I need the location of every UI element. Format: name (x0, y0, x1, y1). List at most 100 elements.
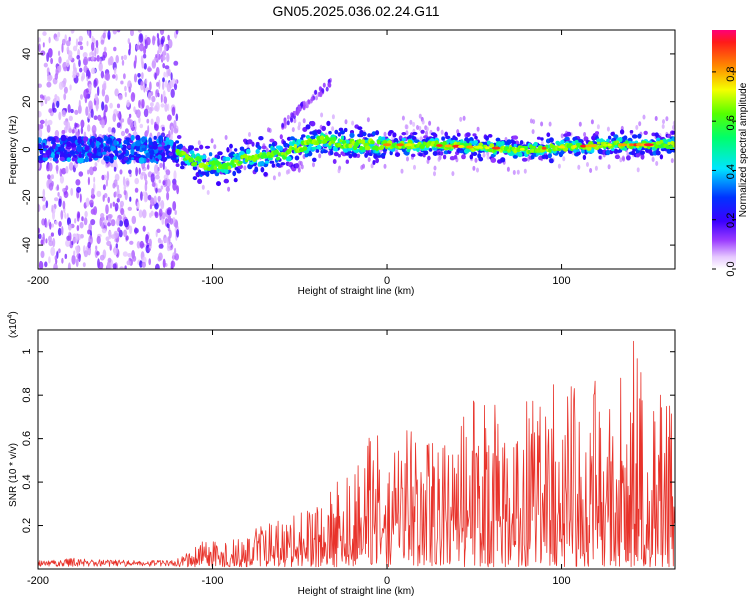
heatmap-cell (141, 171, 146, 176)
heatmap-cell (147, 92, 152, 101)
heatmap-cell (65, 59, 70, 68)
heatmap-cell (78, 99, 81, 110)
heatmap-cell (66, 141, 72, 147)
heatmap-cell (173, 170, 177, 181)
heatmap-cell (157, 50, 159, 60)
heatmap-cell (60, 147, 66, 152)
heatmap-cell (157, 166, 160, 172)
heatmap-cell (432, 151, 438, 156)
heatmap-cell (112, 263, 117, 269)
heatmap-cell (154, 72, 157, 80)
heatmap-cell (57, 65, 60, 71)
heatmap-cell (138, 33, 144, 43)
heatmap-cell (61, 257, 64, 264)
colorbar-ticks (712, 71, 736, 270)
heatmap-cell (116, 122, 121, 128)
snr-scale-exponent: 4 (7, 315, 14, 319)
heatmap-cell (42, 233, 45, 242)
heatmap-cell (52, 102, 55, 112)
figure-title: GN05.2025.036.02.24.G11 (272, 3, 439, 19)
heatmap-cell (412, 131, 418, 136)
heatmap-cell (98, 62, 103, 72)
heatmap-cell (367, 133, 372, 138)
heatmap-cell (63, 149, 67, 157)
heatmap-cell (345, 159, 349, 164)
heatmap-cell (319, 92, 323, 98)
heatmap-cell (80, 94, 83, 100)
heatmap-cell (294, 155, 300, 161)
heatmap-cell (279, 134, 283, 140)
heatmap-cell (423, 150, 429, 156)
heatmap-cell (42, 42, 45, 48)
heatmap-cell (293, 144, 297, 149)
heatmap-cell (149, 81, 152, 91)
heatmap-cell (75, 38, 79, 47)
heatmap-cell (47, 174, 51, 180)
heatmap-cell (529, 118, 533, 124)
heatmap-cell (67, 217, 71, 226)
heatmap-cell (375, 145, 379, 152)
heatmap-cell (418, 113, 422, 119)
snr-scale-base: (x10 (8, 318, 19, 338)
heatmap-cell (629, 143, 634, 147)
heatmap-cell (50, 152, 55, 158)
heatmap-cell (90, 141, 95, 149)
heatmap-cell (82, 262, 86, 268)
heatmap-cell (38, 83, 42, 88)
heatmap-cell (162, 258, 166, 268)
heatmap-cell (156, 32, 159, 39)
heatmap-cell (274, 149, 279, 155)
heatmap-cell (122, 251, 128, 257)
heatmap-cell (276, 162, 280, 167)
heatmap-cell (175, 113, 179, 122)
heatmap-cell (419, 136, 423, 142)
heatmap-cell (87, 249, 91, 255)
heatmap-cell (42, 139, 47, 143)
heatmap-cell (175, 30, 179, 35)
snr-ytick: 0.8 (21, 387, 33, 402)
heatmap-cell (672, 120, 675, 126)
heatmap-cell (50, 174, 55, 180)
heatmap-cell (189, 145, 194, 151)
heatmap-cell (136, 109, 141, 118)
heatmap-cell (123, 190, 127, 196)
heatmap-cell (261, 145, 267, 150)
heatmap-cell (154, 164, 159, 174)
heatmap-cell (50, 246, 56, 256)
heatmap-cell (107, 146, 112, 153)
heatmap-cell (43, 62, 48, 68)
heatmap-cell (157, 92, 160, 98)
heatmap-cell (40, 239, 44, 245)
heatmap-cell (173, 83, 178, 91)
heatmap-cell (80, 119, 85, 128)
heatmap-cell (116, 217, 120, 226)
heatmap-cell (107, 57, 112, 66)
heatmap-cell (213, 165, 218, 171)
heatmap-cell (544, 154, 549, 160)
heatmap-cell (162, 62, 166, 69)
heatmap-cell (367, 157, 371, 163)
heatmap-cell (87, 141, 90, 145)
heatmap-cell (548, 147, 552, 153)
heatmap-cell (42, 204, 46, 211)
heatmap-cell (96, 46, 99, 55)
heatmap-cell (81, 216, 84, 222)
heatmap-cell (418, 152, 424, 157)
heatmap-cell (101, 151, 107, 155)
heatmap-cell (142, 53, 147, 59)
heatmap-cell (271, 147, 276, 151)
heatmap-cell (161, 126, 165, 132)
heatmap-cell (327, 82, 331, 88)
heatmap-cell (440, 129, 444, 135)
heatmap-cell (129, 82, 132, 89)
heatmap-cell (665, 145, 670, 149)
heatmap-cell (105, 236, 110, 242)
heatmap-cell (437, 156, 441, 162)
heatmap-cell (186, 161, 191, 166)
heatmap-cell (103, 146, 108, 152)
heatmap-cell (269, 138, 275, 143)
heatmap-cell (38, 227, 41, 234)
heatmap-cell (38, 43, 41, 52)
heatmap-cell (596, 124, 600, 130)
heatmap-cell (234, 148, 238, 152)
